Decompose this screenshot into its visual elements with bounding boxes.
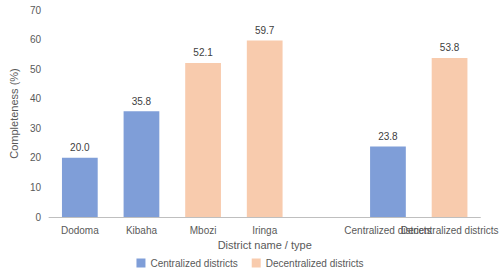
svg-text:23.8: 23.8 xyxy=(378,131,398,142)
svg-text:Decentralized districts: Decentralized districts xyxy=(401,225,499,236)
svg-text:53.8: 53.8 xyxy=(440,42,460,53)
svg-text:70: 70 xyxy=(30,5,42,16)
svg-text:Iringa: Iringa xyxy=(252,225,277,236)
svg-text:59.7: 59.7 xyxy=(255,25,275,36)
svg-text:Dodoma: Dodoma xyxy=(61,225,99,236)
svg-text:50: 50 xyxy=(30,64,42,75)
svg-text:0: 0 xyxy=(35,212,41,223)
svg-text:10: 10 xyxy=(30,182,42,193)
svg-text:20: 20 xyxy=(30,152,42,163)
svg-text:Centralized districts: Centralized districts xyxy=(344,224,432,236)
svg-text:35.8: 35.8 xyxy=(132,96,152,107)
svg-text:30: 30 xyxy=(30,123,42,134)
svg-text:Kibaha: Kibaha xyxy=(126,225,158,236)
svg-text:District name / type: District name / type xyxy=(218,239,312,251)
svg-text:Completeness (%): Completeness (%) xyxy=(8,68,20,158)
svg-text:52.1: 52.1 xyxy=(193,47,213,58)
svg-text:Decentralized districts: Decentralized districts xyxy=(266,258,364,269)
svg-text:Centralized districts: Centralized districts xyxy=(150,258,237,269)
svg-text:Mbozi: Mbozi xyxy=(190,225,217,236)
svg-text:40: 40 xyxy=(30,93,42,104)
svg-text:20.0: 20.0 xyxy=(70,142,90,153)
svg-text:60: 60 xyxy=(30,34,42,45)
